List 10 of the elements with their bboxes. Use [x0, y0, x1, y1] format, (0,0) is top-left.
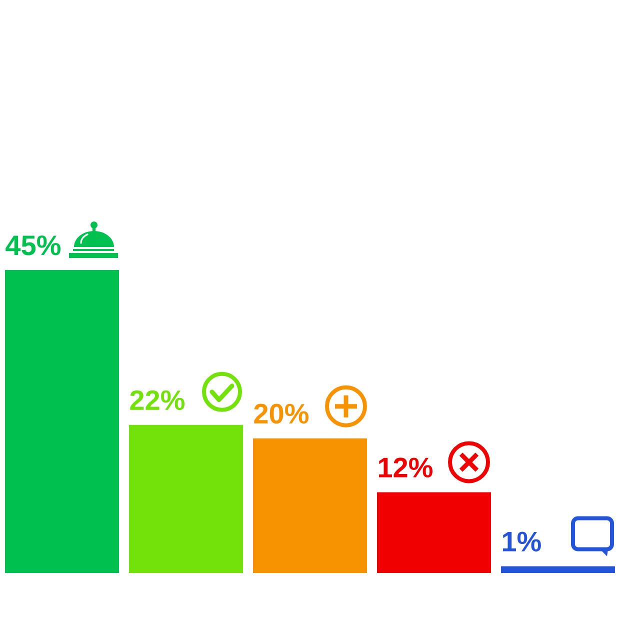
data-label: 12% — [378, 458, 432, 478]
data-label: 20% — [254, 404, 308, 424]
data-label: 1% — [502, 532, 541, 552]
data-label: 45% — [6, 236, 60, 256]
bar — [129, 424, 244, 573]
bar — [5, 270, 119, 573]
bar — [377, 492, 492, 573]
bar — [253, 438, 368, 573]
bar — [501, 566, 616, 573]
data-label: 22% — [130, 390, 184, 410]
